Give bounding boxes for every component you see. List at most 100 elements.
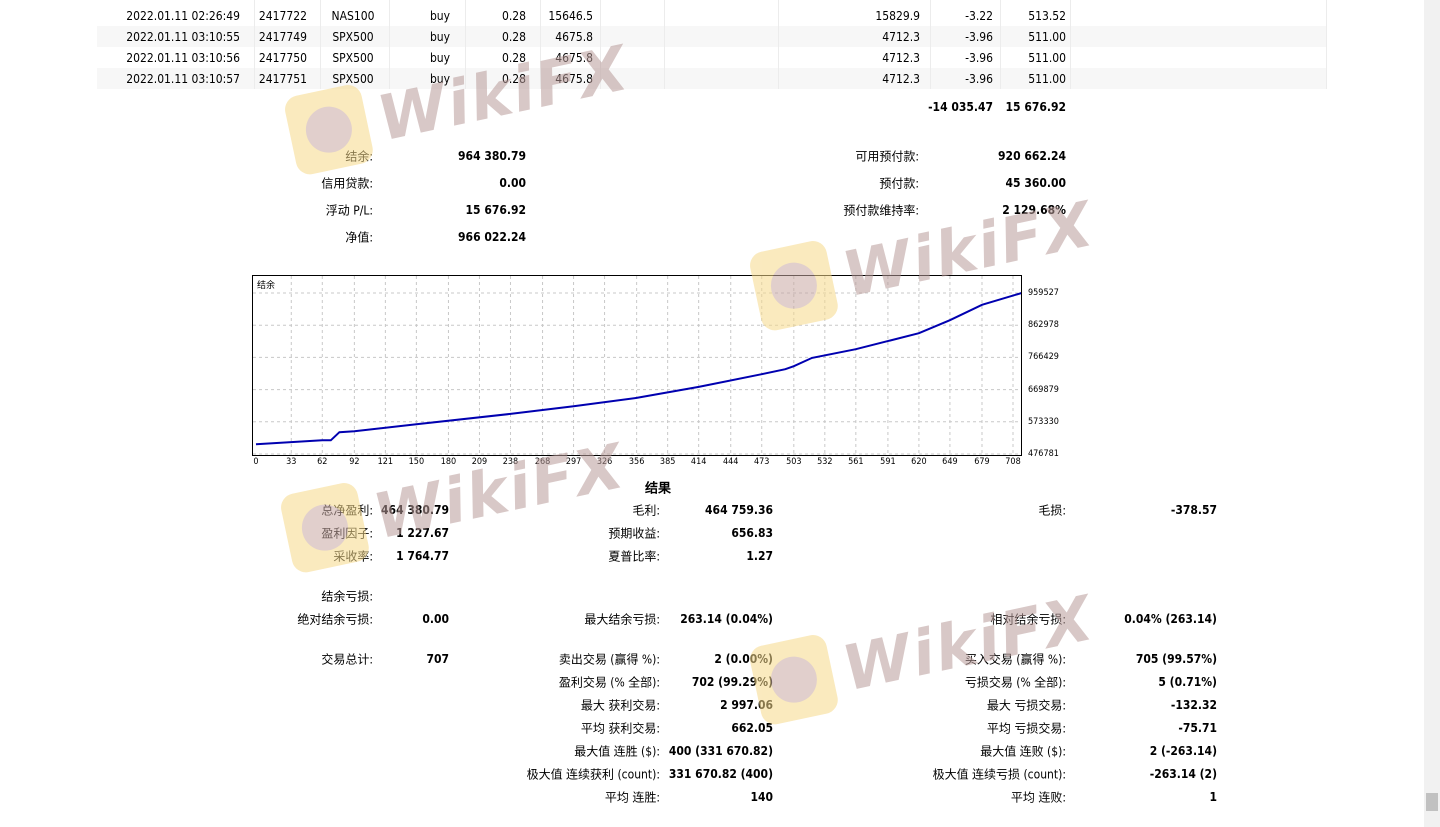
recovery-label: 采收率: [333,549,373,564]
y-tick-label: 669879 [1028,384,1059,395]
total-swap: -14 035.47 [928,100,993,114]
avg-cons-losses-value: 1 [1209,790,1217,804]
gross-profit-label: 毛利: [632,503,660,518]
max-drawdown-value: 263.14 (0.04%) [680,612,773,626]
max-cons-losses-value: 2 (-263.14) [1149,744,1217,758]
abs-drawdown-label: 绝对结余亏损: [297,612,373,627]
largest-loss-value: -132.32 [1170,698,1217,712]
cell-ticket: 2417722 [258,8,307,23]
sharpe-label: 夏普比率: [608,549,660,564]
short-label: 卖出交易 (赢得 %): [558,652,660,667]
avg-cons-wins-value: 140 [750,790,773,804]
max-cons-wins-label: 最大值 连胜 ($): [574,744,660,759]
cell-time: 2022.01.11 03:10:56 [126,50,240,65]
table-row: 2022.01.11 03:10:57 2417751 SPX500 buy 0.28 4… [97,68,1326,89]
column-divider [1326,0,1327,89]
cell-type: buy [429,71,451,86]
cell-price: 15646.5 [548,8,593,23]
column-divider [1070,0,1071,89]
cell-swap: -3.96 [965,29,993,44]
column-divider [389,0,390,89]
largest-profit-label: 最大 获利交易: [580,698,660,713]
recovery-value: 1 764.77 [396,549,449,563]
cell-time: 2022.01.11 02:26:49 [126,8,240,23]
avg-cons-losses-label: 平均 连败: [1010,790,1066,805]
column-divider [1000,0,1001,89]
margin-level-value: 2 129.68% [1002,203,1066,217]
margin-level-label: 预付款维持率: [843,203,919,218]
scrollbar-thumb[interactable] [1426,793,1438,811]
x-tick-label: 33 [286,457,297,467]
cell-price: 4675.8 [555,29,593,44]
x-tick-label: 0 [253,457,259,467]
loss-trades-label: 亏损交易 (% 全部): [964,675,1066,690]
total-profit: 15 676.92 [1005,100,1066,114]
x-tick-label: 209 [471,457,488,467]
total-trades-value: 707 [426,652,449,666]
cell-ticket: 2417749 [258,29,307,44]
y-tick-label: 959527 [1028,288,1059,298]
cell-profit: 513.52 [1028,8,1066,23]
cell-symbol: SPX500 [332,71,374,86]
x-tick-label: 180 [440,457,457,467]
cell-size: 0.28 [501,29,526,44]
cell-type: buy [429,8,451,23]
cell-close-price: 15829.9 [875,8,920,23]
x-tick-label: 326 [596,457,613,467]
profit-trades-label: 盈利交易 (% 全部): [558,675,660,690]
total-trades-label: 交易总计: [321,652,373,667]
cell-type: buy [429,29,451,44]
cell-price: 4675.8 [555,50,593,65]
max-cons-losses-label: 最大值 连败 ($): [980,744,1066,759]
cell-close-price: 4712.3 [882,71,920,86]
max-cons-wins-value: 400 (331 670.82) [668,744,773,758]
balance-line [255,292,1021,446]
max-cons-loss-label: 极大值 连续亏损 (count): [932,767,1066,782]
table-row: 2022.01.11 03:10:56 2417750 SPX500 buy 0.28 4… [97,47,1326,68]
free-margin-value: 920 662.24 [998,149,1066,163]
cell-price: 4675.8 [555,71,593,86]
x-tick-label: 444 [722,457,739,467]
net-profit-value: 464 380.79 [381,503,449,517]
column-divider [465,0,466,89]
column-divider [600,0,601,89]
cell-profit: 511.00 [1028,71,1066,86]
avg-loss-value: -75.71 [1178,721,1217,735]
max-cons-profit-value: 331 670.82 (400) [668,767,773,781]
column-divider [320,0,321,89]
margin-label: 预付款: [879,176,919,191]
x-tick-label: 532 [817,457,833,467]
x-tick-label: 679 [974,457,990,467]
credit-label: 信用贷款: [321,176,373,191]
cell-size: 0.28 [501,50,526,65]
expected-payoff-label: 预期收益: [608,526,660,541]
x-tick-label: 561 [848,457,864,467]
profit-factor-label: 盈利因子: [321,526,373,541]
cell-swap: -3.96 [965,71,993,86]
long-label: 买入交易 (赢得 %): [964,652,1066,667]
cell-swap: -3.96 [965,50,993,65]
x-tick-label: 620 [911,457,927,467]
max-cons-loss-value: -263.14 (2) [1149,767,1217,781]
column-divider [254,0,255,89]
y-tick-label: 573330 [1028,416,1059,427]
balance-label: 结余: [345,149,373,164]
x-tick-label: 414 [690,457,707,467]
long-value: 705 (99.57%) [1135,652,1217,666]
max-drawdown-label: 最大结余亏损: [584,612,660,627]
cell-type: buy [429,50,451,65]
avg-profit-value: 662.05 [731,721,773,735]
gross-loss-label: 毛损: [1038,503,1066,518]
cell-ticket: 2417751 [258,71,307,86]
floating-value: 15 676.92 [465,203,526,217]
largest-loss-label: 最大 亏损交易: [986,698,1066,713]
x-tick-label: 92 [349,457,360,467]
cell-swap: -3.22 [965,8,993,23]
avg-cons-wins-label: 平均 连胜: [604,790,660,805]
free-margin-label: 可用预付款: [855,149,919,164]
vertical-scrollbar[interactable] [1424,0,1440,827]
table-row: 2022.01.11 02:26:49 2417722 NAS100 buy 0.28 1… [97,5,1326,26]
x-tick-label: 649 [942,457,958,467]
column-divider [930,0,931,89]
x-tick-label: 121 [377,457,394,467]
